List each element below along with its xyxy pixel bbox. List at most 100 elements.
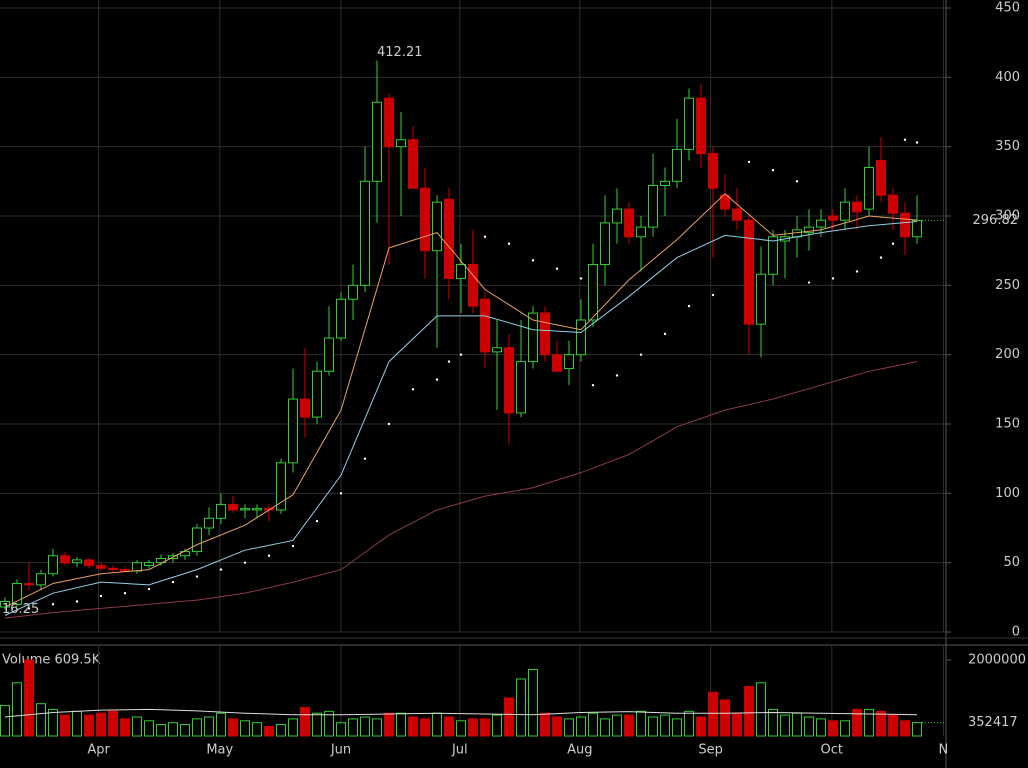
sar-dot xyxy=(363,457,367,460)
sar-dot xyxy=(99,594,103,598)
volume-bar xyxy=(120,718,130,737)
candle-body xyxy=(564,354,574,370)
volume-bar xyxy=(156,724,166,737)
x-tick-label: Aug xyxy=(567,743,592,758)
volume-bar xyxy=(612,714,622,737)
sar-dot xyxy=(75,600,79,603)
candle-body xyxy=(612,208,622,224)
y-tick-label: 50 xyxy=(1003,555,1020,570)
candle-body xyxy=(888,194,898,214)
candle-body xyxy=(396,139,406,148)
candle-body xyxy=(588,264,598,321)
y-tick-label: 2000000 xyxy=(968,653,1026,668)
candle-body xyxy=(372,101,382,182)
volume-bar xyxy=(684,710,694,737)
y-tick-label: 250 xyxy=(995,278,1020,293)
volume-bar xyxy=(84,714,94,737)
volume-bar xyxy=(756,682,766,737)
volume-bar xyxy=(648,716,658,737)
candle-body xyxy=(576,319,586,356)
y-tick-label: 350 xyxy=(995,139,1020,154)
candle-body xyxy=(900,212,910,238)
sar-dot xyxy=(807,281,811,284)
sar-dot xyxy=(147,587,151,591)
candle-body xyxy=(240,508,250,511)
candle-body xyxy=(48,555,58,575)
volume-bar xyxy=(720,699,730,737)
volume-bar xyxy=(408,716,418,737)
candle-body xyxy=(300,398,310,418)
last-price-label: 296.82 xyxy=(973,213,1019,228)
volume-bar xyxy=(492,714,502,737)
candle-body xyxy=(768,236,778,275)
volume-bar xyxy=(900,720,910,737)
sar-dot xyxy=(435,378,439,381)
sar-dot xyxy=(267,554,271,557)
volume-bar xyxy=(336,722,346,737)
candle-body xyxy=(336,298,346,339)
volume-bar xyxy=(168,722,178,737)
candle-body xyxy=(420,187,430,252)
sar-dot xyxy=(639,353,643,356)
volume-bar xyxy=(504,697,514,737)
volume-bar xyxy=(396,712,406,737)
volume-bar xyxy=(228,718,238,737)
volume-bar xyxy=(732,712,742,737)
y-tick-label: 450 xyxy=(995,1,1020,16)
sar-dot xyxy=(555,267,559,270)
volume-bar xyxy=(36,703,46,737)
volume-bar xyxy=(600,718,610,737)
volume-bar xyxy=(696,716,706,737)
y-tick-label: 0 xyxy=(1012,625,1020,640)
moving-average xyxy=(4,221,918,616)
candle-body xyxy=(96,564,106,569)
candle-body xyxy=(216,503,226,519)
sar-dot xyxy=(615,374,619,377)
volume-bar xyxy=(744,686,754,737)
sar-dot xyxy=(459,353,463,356)
volume-bar xyxy=(588,712,598,737)
sar-dot xyxy=(447,360,451,363)
volume-bar xyxy=(204,716,214,737)
volume-bar xyxy=(552,716,562,737)
x-tick-label: Oct xyxy=(821,743,843,758)
volume-bar xyxy=(144,720,154,737)
candle-body xyxy=(684,97,694,150)
candle-body xyxy=(312,370,322,418)
volume-bar xyxy=(624,714,634,737)
volume-bar xyxy=(300,707,310,737)
volume-bar xyxy=(180,724,190,737)
candle-body xyxy=(528,312,538,363)
candle-body xyxy=(828,215,838,221)
candle-body xyxy=(84,559,94,566)
candle-body xyxy=(696,97,706,155)
candle-body xyxy=(864,166,874,210)
volume-bar xyxy=(564,718,574,737)
candle-body xyxy=(876,160,886,196)
candle-body xyxy=(360,180,370,286)
candle-body xyxy=(72,559,82,564)
volume-bar xyxy=(852,708,862,737)
volume-bar xyxy=(480,718,490,737)
x-tick-label: Apr xyxy=(87,743,110,758)
volume-bar xyxy=(384,712,394,737)
candle-body xyxy=(756,273,766,325)
volume-bar xyxy=(324,710,334,737)
candle-body xyxy=(636,226,646,238)
moving-average xyxy=(4,361,918,619)
high-label: 412.21 xyxy=(377,45,423,60)
x-tick-label: May xyxy=(206,743,233,758)
volume-bar xyxy=(516,678,526,737)
candle-body xyxy=(504,347,514,414)
volume-bar xyxy=(48,708,58,737)
volume-bar xyxy=(192,718,202,737)
sar-dot xyxy=(339,492,343,495)
x-tick-label: Jun xyxy=(330,743,351,758)
volume-bar xyxy=(252,722,262,737)
sar-dot xyxy=(747,160,751,164)
candle-body xyxy=(60,555,70,564)
volume-bar xyxy=(540,712,550,737)
volume-bar xyxy=(348,718,358,737)
volume-bar xyxy=(276,724,286,737)
